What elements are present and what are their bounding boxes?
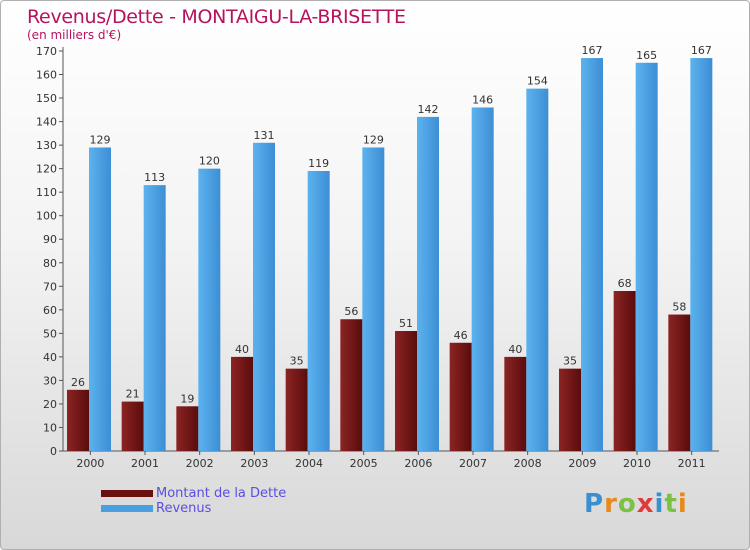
y-axis: 0 10 20 30 40 50 60 70 80 90 100 110 120 130 140 150 160… [36,45,719,458]
data-label-revenus-2002: 120 [199,155,220,168]
legend-label-dette: Montant de la Dette [156,486,287,501]
y-tick-label: 20 [43,398,57,411]
x-tick-label-2009: 2009 [568,457,596,470]
y-tick-label: 110 [36,186,57,199]
data-label-dette-2011: 58 [672,301,686,314]
bar-dette-2010 [613,291,636,451]
bar-dette-2008 [504,356,527,451]
data-label-dette-2010: 68 [618,277,632,290]
y-tick-label: 90 [43,233,57,246]
logo-letter: r [604,489,618,519]
data-label-dette-2005: 56 [344,305,358,318]
bar-revenus-2005 [362,147,385,451]
bar-dette-2001 [121,401,144,451]
y-tick-label: 150 [36,92,57,105]
bar-dette-2006 [395,331,417,451]
bar-dette-2007 [449,342,472,451]
bar-dette-2003 [231,356,253,451]
y-tick-label: 100 [36,210,57,223]
y-tick-label: 140 [36,116,57,129]
x-tick-label-2011: 2011 [678,457,706,470]
bar-revenus-2007 [471,107,494,452]
bar-revenus-2006 [417,116,439,451]
data-label-dette-2008: 40 [508,343,522,356]
bar-dette-2004 [285,368,308,451]
data-label-dette-2006: 51 [399,317,413,330]
y-tick-label: 70 [43,280,57,293]
data-label-revenus-2000: 129 [90,133,111,146]
data-label-dette-2003: 40 [235,343,249,356]
data-label-revenus-2008: 154 [527,75,548,88]
x-tick-label-2005: 2005 [350,457,378,470]
x-tick-label-2006: 2006 [404,457,432,470]
y-tick-label: 40 [43,351,57,364]
bar-revenus-2010 [635,62,658,451]
data-label-revenus-2007: 146 [472,93,493,106]
bar-revenus-2011 [690,58,713,451]
bar-dette-2011 [668,314,691,451]
data-label-revenus-2005: 129 [363,133,384,146]
bar-dette-2005 [340,319,363,451]
data-label-dette-2009: 35 [563,355,577,368]
bar-revenus-2002 [198,168,221,451]
proxiti-logo: Proxiti [584,489,688,519]
legend-label-revenus: Revenus [156,501,212,516]
bar-revenus-2009 [581,58,603,451]
bar-revenus-2001 [143,185,166,451]
y-tick-label: 80 [43,257,57,270]
data-label-revenus-2006: 142 [418,103,439,116]
y-tick-label: 30 [43,374,57,387]
data-label-dette-2002: 19 [180,392,194,405]
logo-letter: i [677,489,688,519]
x-tick-label-2010: 2010 [623,457,651,470]
y-tick-label: 160 [36,69,57,82]
data-label-dette-2007: 46 [454,329,468,342]
logo-letter: x [636,489,655,519]
bar-dette-2000 [67,389,89,451]
data-label-revenus-2001: 113 [144,171,165,184]
data-label-revenus-2004: 119 [308,157,329,170]
logo-letter: i [654,489,665,519]
logo-letter: o [617,489,637,519]
chart-title: Revenus/Dette - MONTAIGU-LA-BRISETTE [27,6,406,28]
chart-subtitle: (en milliers d'€) [27,28,122,42]
y-tick-label: 130 [36,139,57,152]
bar-dette-2002 [176,406,199,451]
y-tick-label: 50 [43,327,57,340]
y-tick-label: 0 [50,445,57,458]
bar-dette-2009 [559,368,581,451]
bar-layer: 26 129 21 113 19 120 40 131 35 119 56 129 51 142 46 146… [67,44,713,452]
y-tick-label: 120 [36,163,57,176]
y-tick-label: 10 [43,421,57,434]
x-axis: 2000 2001 2002 2003 2004 2005 2006 2007 2008 2009… [76,451,706,470]
bar-revenus-2003 [253,142,275,451]
bar-revenus-2000 [89,147,111,451]
data-label-revenus-2009: 167 [582,44,603,57]
bar-revenus-2008 [526,88,549,451]
y-tick-label: 60 [43,304,57,317]
y-tick-label: 170 [36,45,57,58]
bar-revenus-2004 [307,171,330,451]
x-tick-label-2003: 2003 [240,457,268,470]
logo-letter: P [584,489,605,519]
data-label-revenus-2011: 167 [691,44,712,57]
x-tick-label-2008: 2008 [514,457,542,470]
x-tick-label-2002: 2002 [186,457,214,470]
x-tick-label-2007: 2007 [459,457,487,470]
x-tick-label-2001: 2001 [131,457,159,470]
data-label-revenus-2010: 165 [636,49,657,62]
data-label-dette-2004: 35 [290,355,304,368]
x-tick-label-2004: 2004 [295,457,323,470]
legend-swatch-revenus [101,505,153,512]
data-label-revenus-2003: 131 [254,129,275,142]
logo-letter: t [664,489,678,519]
data-label-dette-2001: 21 [126,388,140,401]
data-label-dette-2000: 26 [71,376,85,389]
x-tick-label-2000: 2000 [76,457,104,470]
legend-swatch-dette [101,490,153,497]
